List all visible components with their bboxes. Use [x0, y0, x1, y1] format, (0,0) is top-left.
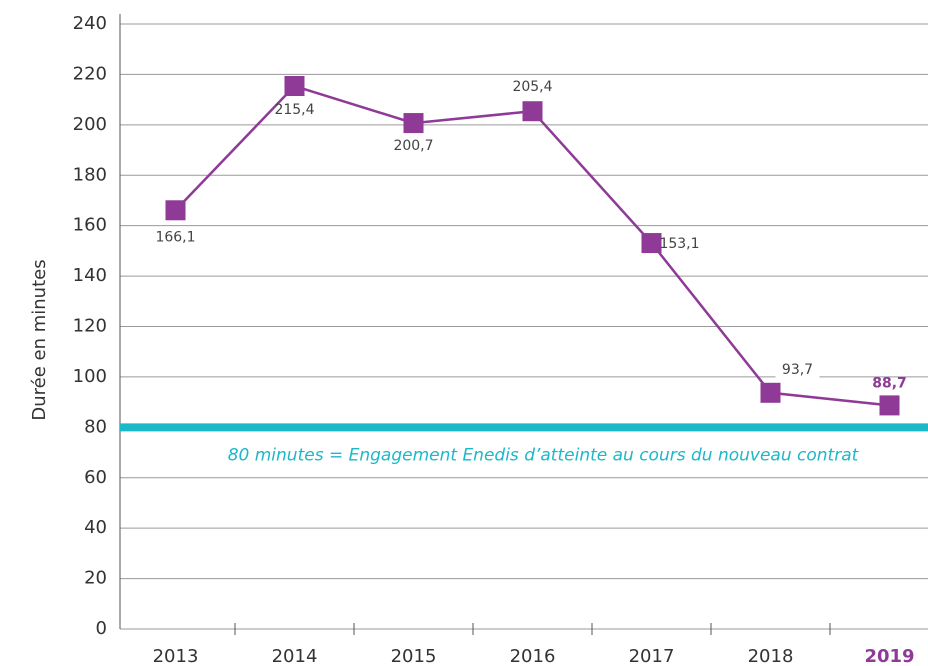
x-tick-label: 2016 [510, 646, 556, 666]
x-tick-label: 2015 [391, 646, 437, 666]
y-tick-label: 20 [84, 568, 107, 589]
y-tick-label: 160 [73, 215, 107, 236]
marker [284, 76, 305, 97]
x-tick-label: 2018 [748, 646, 794, 666]
marker [641, 233, 662, 254]
y-tick-label: 140 [73, 265, 107, 286]
y-axis-label: Durée en minutes [29, 259, 50, 420]
value-label: 88,7 [872, 375, 907, 391]
y-tick-label: 80 [84, 416, 107, 437]
y-tick-label: 0 [96, 618, 107, 639]
x-tick-label: 2013 [153, 646, 199, 666]
y-tick-label: 180 [73, 164, 107, 185]
value-label: 93,7 [782, 362, 813, 378]
x-tick-label: 2017 [629, 646, 675, 666]
marker [760, 382, 781, 403]
label-bg [775, 360, 820, 379]
value-label: 215,4 [274, 102, 314, 118]
y-tick-label: 40 [84, 517, 107, 538]
x-tick-label: 2019 [864, 646, 914, 666]
y-tick-label: 60 [84, 467, 107, 488]
marker [165, 200, 186, 221]
x-tick-label: 2014 [272, 646, 318, 666]
marker [522, 101, 543, 122]
reference-label: 80 minutes = Engagement Enedis d’atteint… [228, 445, 860, 465]
y-tick-label: 240 [73, 13, 107, 34]
y-tick-label: 220 [73, 63, 107, 84]
value-label: 200,7 [393, 138, 433, 154]
series-line [174, 84, 890, 407]
value-label: 166,1 [155, 229, 195, 245]
y-tick-label: 120 [73, 316, 107, 337]
y-tick-label: 200 [73, 114, 107, 135]
marker [403, 113, 424, 134]
value-label: 153,1 [659, 236, 699, 252]
value-label: 205,4 [512, 79, 552, 95]
marker [879, 395, 900, 416]
y-tick-label: 100 [73, 366, 107, 387]
